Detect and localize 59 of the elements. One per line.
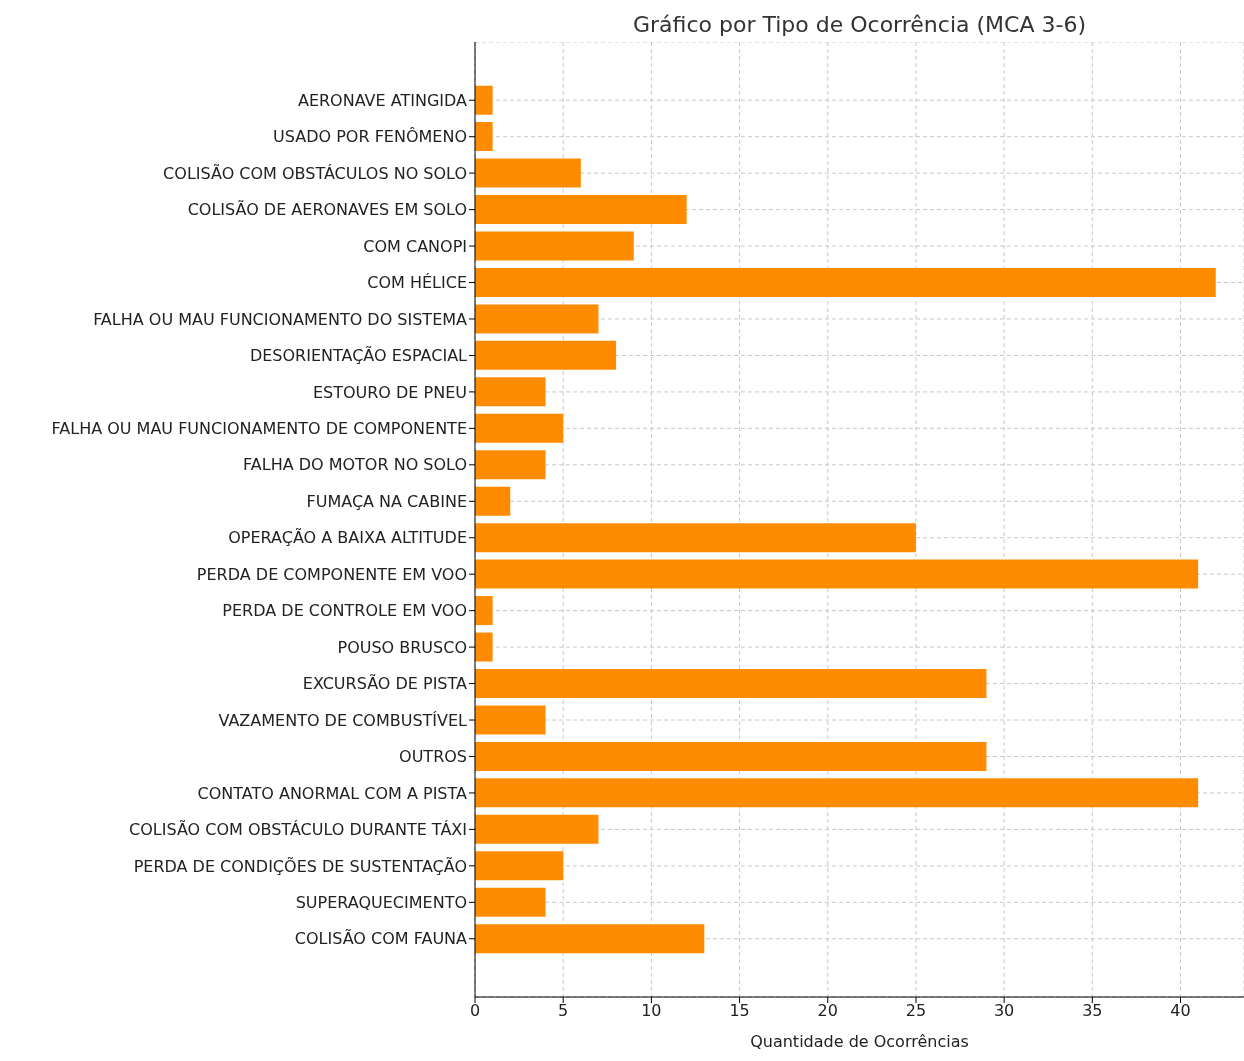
bar (475, 924, 705, 954)
y-tick-label: COM HÉLICE (367, 273, 467, 293)
bar (475, 122, 493, 152)
y-tick-label: FUMAÇA NA CABINE (306, 491, 467, 511)
y-tick-label: COLISÃO DE AERONAVES EM SOLO (187, 200, 467, 220)
chart-title: Gráfico por Tipo de Ocorrência (MCA 3-6) (632, 11, 1087, 39)
bar (475, 267, 1216, 297)
y-tick-label: FALHA DO MOTOR NO SOLO (243, 455, 467, 475)
y-tick-label: COLISÃO COM OBSTÁCULO DURANTE TÁXI (129, 820, 467, 840)
bar (475, 668, 987, 698)
x-tick-label: 30 (993, 1001, 1015, 1021)
bar (475, 632, 493, 662)
y-tick-label: FALHA OU MAU FUNCIONAMENTO DO SISTEMA (93, 309, 468, 329)
x-tick-label: 5 (558, 1001, 569, 1021)
y-tick-label: POUSO BRUSCO (337, 637, 467, 657)
y-tick-label: EXCURSÃO DE PISTA (302, 674, 468, 694)
x-tick-label: 25 (905, 1001, 927, 1021)
bar (475, 705, 546, 735)
bar (475, 340, 617, 370)
bar (475, 851, 564, 881)
y-tick-label: OPERAÇÃO A BAIXA ALTITUDE (228, 528, 467, 548)
y-tick-label: PERDA DE CONDIÇÕES DE SUSTENTAÇÃO (133, 856, 467, 876)
bar (475, 814, 599, 844)
y-tick-label: DESORIENTAÇÃO ESPACIAL (249, 346, 468, 366)
bar (475, 85, 493, 115)
x-tick-label: 35 (1082, 1001, 1103, 1021)
x-axis-title: Quantidade de Ocorrências (750, 1032, 969, 1051)
bar (475, 158, 581, 188)
y-tick-label: OUTROS (399, 747, 467, 767)
bar (475, 778, 1199, 808)
y-tick-label: COLISÃO COM FAUNA (294, 929, 468, 949)
x-tick-label: 0 (469, 1001, 481, 1021)
y-tick-label: USADO POR FENÔMENO (273, 127, 467, 147)
bar (475, 486, 511, 516)
y-tick-label: VAZAMENTO DE COMBUSTÍVEL (218, 710, 468, 730)
bar (475, 377, 546, 407)
bar (475, 231, 634, 261)
x-tick-label: 10 (641, 1001, 662, 1021)
y-tick-label: COLISÃO COM OBSTÁCULOS NO SOLO (163, 163, 467, 183)
y-tick-label: CONTATO ANORMAL COM A PISTA (197, 783, 468, 803)
x-tick-label: 20 (817, 1001, 838, 1021)
bar (475, 741, 987, 771)
y-tick-label: COM CANOPI (363, 236, 467, 256)
bar (475, 559, 1199, 589)
x-tick-label: 15 (729, 1001, 750, 1021)
bar (475, 195, 687, 225)
y-tick-label: AERONAVE ATINGIDA (297, 90, 468, 110)
bar (475, 523, 916, 553)
y-tick-label: ESTOURO DE PNEU (312, 382, 467, 402)
y-tick-label: SUPERAQUECIMENTO (295, 892, 467, 912)
y-tick-label: FALHA OU MAU FUNCIONAMENTO DE COMPONENTE (51, 419, 467, 439)
y-tick-label: PERDA DE COMPONENTE EM VOO (196, 564, 467, 584)
bar (475, 304, 599, 334)
bar (475, 450, 546, 480)
bar (475, 887, 546, 917)
bar (475, 413, 564, 443)
x-tick-label: 40 (1170, 1001, 1191, 1021)
y-tick-label: PERDA DE CONTROLE EM VOO (222, 601, 467, 621)
bar (475, 596, 493, 626)
